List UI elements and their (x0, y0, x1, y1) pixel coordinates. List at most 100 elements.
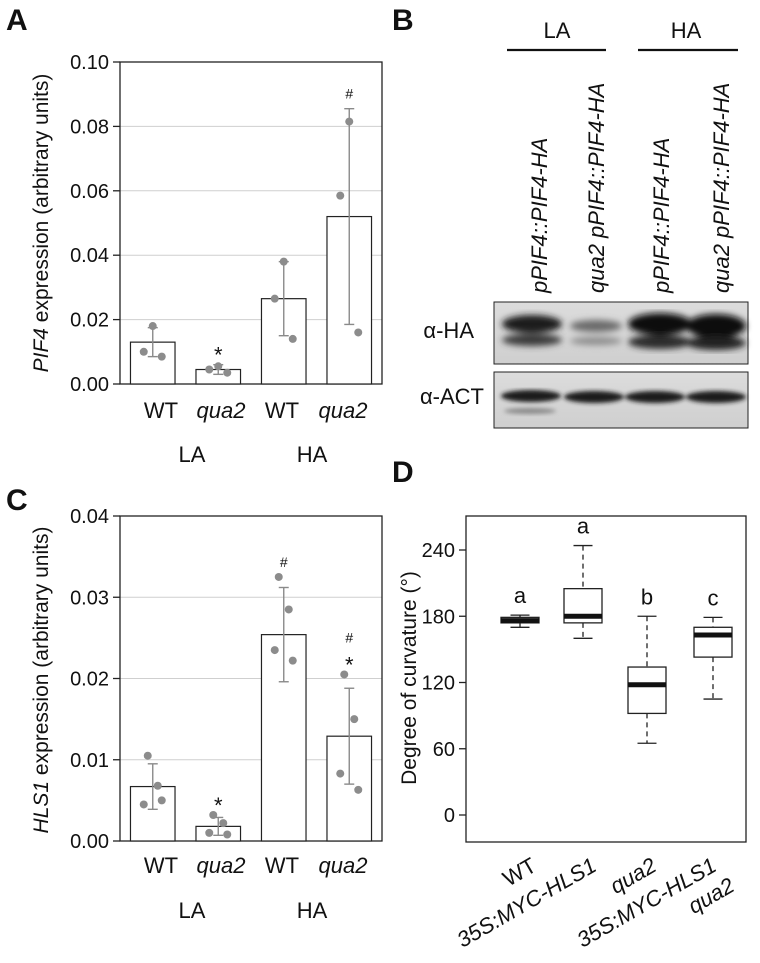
panel-c-data-point-1-3 (139, 800, 148, 809)
panel-d-group-letter-4: c (708, 585, 719, 610)
panel-d-y-tick-label: 120 (422, 673, 455, 695)
panel-a-y-tick-label: 0.06 (70, 181, 109, 203)
panel-a-data-point-2-1 (214, 362, 223, 371)
panel-c-data-point-2-1 (209, 811, 218, 819)
band-ha-lane-1-upper (502, 315, 562, 333)
panel-c-significance-star-4: * (345, 652, 354, 677)
panel-c-data-point-3-2 (284, 605, 293, 614)
panel-b-lane-1-label: pPIF4::PIF4-HA (527, 138, 552, 294)
panel-c-significance-star-2: * (214, 793, 223, 818)
panel-c-y-axis-units: expression (arbitrary units) (30, 527, 53, 781)
panel-a-plot-frame (119, 61, 383, 385)
panel-c-category-2: qua2 (197, 853, 246, 878)
panel-b-blot-act-bands (501, 390, 746, 414)
panel-b-group-la: LA (544, 18, 571, 43)
panel-c-marks: * # * # (129, 554, 373, 842)
panel-a-data-point-1-1 (148, 322, 157, 331)
panel-a-data-point-3-3 (288, 334, 297, 343)
panel-d-group-letter-1: a (514, 583, 527, 608)
band-act-lane-2 (564, 391, 624, 403)
panel-c-category-3: WT (265, 853, 299, 878)
panel-c-y-tick-label: 0.00 (70, 831, 109, 853)
panel-c-group-ha: HA (297, 898, 328, 923)
panel-c-y-ticks: 0.00 0.01 0.02 0.03 0.04 (70, 506, 120, 853)
panel-d-plot-frame (465, 515, 747, 843)
panel-a-data-point-4-3 (354, 328, 363, 337)
panel-b-lane-3-label: pPIF4::PIF4-HA (649, 138, 674, 294)
panel-c-category-1: WT (144, 853, 178, 878)
panel-b-lane-4-construct: pPIF4::PIF4-HA (709, 83, 734, 239)
panel-c-data-point-3-4 (288, 656, 297, 665)
panel-c-data-point-4-2 (350, 715, 359, 724)
panel-b: B LA HA pPIF4::PIF4-HA qua2 pPIF4::PIF4-… (392, 4, 749, 429)
panel-d-marks: a a b c (500, 514, 733, 744)
panel-d-y-axis-label: Degree of curvature (°) (398, 571, 421, 785)
panel-a: A 0.000.020.040.060.080.10 *# PIF4 expre… (6, 4, 383, 467)
panel-a-y-tick-label: 0.04 (70, 245, 109, 267)
panel-a-data-point-2-3 (223, 368, 232, 377)
band-ha-lane-1-lower (502, 334, 562, 346)
panel-a-significance-star-2: * (214, 343, 223, 368)
band-act-lane-3 (625, 391, 685, 403)
panel-a-y-axis-label: PIF4 expression (arbitrary units) (30, 74, 53, 373)
panel-a-data-point-3-1 (279, 257, 288, 266)
panel-c: C 0.00 0.01 0.02 0.03 0.04 * # * # HLS1 express… (6, 484, 383, 923)
panel-c-data-point-2-2 (219, 819, 228, 828)
band-act-lane-1 (501, 390, 561, 402)
panel-letter-a: A (6, 4, 28, 37)
panel-c-gridlines (120, 596, 382, 761)
panel-b-blot-ha (493, 301, 749, 365)
band-ha-lane-3-lower (628, 335, 692, 349)
panel-d-group-letter-3: b (641, 584, 653, 609)
panel-b-lane-2-label: qua2 pPIF4::PIF4-HA (584, 83, 609, 293)
panel-c-category-4: qua2 (319, 853, 368, 878)
panel-a-marks: *# (129, 86, 373, 385)
panel-a-group-ha: HA (297, 442, 328, 467)
panel-b-blot-act-label: α-ACT (420, 384, 484, 409)
band-ha-lane-3-upper (628, 313, 692, 335)
panel-c-y-tick-label: 0.01 (70, 750, 109, 772)
panel-d-y-tick-label: 180 (422, 606, 455, 628)
panel-d-y-tick-label: 0 (444, 805, 455, 827)
band-act-lane-4 (686, 391, 746, 403)
panel-d-box-4 (693, 626, 733, 658)
panel-a-category-2: qua2 (197, 398, 246, 423)
panel-c-data-point-4-3 (336, 769, 345, 778)
panel-a-data-point-3-2 (270, 294, 279, 303)
panel-b-lane-2-mutant: qua2 (584, 238, 609, 293)
band-ha-lane-2-upper (570, 320, 622, 332)
panel-a-y-axis-units: expression (arbitrary units) (30, 74, 53, 328)
panel-a-data-point-4-2 (336, 191, 345, 200)
panel-c-data-point-2-4 (223, 830, 232, 839)
panel-c-data-point-1-1 (143, 751, 152, 760)
panel-c-data-point-2-3 (205, 828, 214, 837)
panel-letter-d: D (392, 456, 414, 489)
panel-c-data-point-3-3 (270, 646, 279, 655)
panel-a-y-tick-label: 0.10 (70, 52, 109, 74)
panel-c-data-point-1-4 (157, 796, 166, 805)
panel-c-y-tick-label: 0.03 (70, 587, 109, 609)
panel-a-data-point-1-3 (157, 352, 166, 361)
panel-d-box-3 (627, 666, 667, 715)
panel-c-y-tick-label: 0.02 (70, 669, 109, 691)
panel-a-data-point-1-2 (139, 347, 148, 356)
panel-c-data-point-4-4 (354, 785, 363, 794)
panel-d-y-tick-label: 60 (433, 739, 455, 761)
panel-letter-c: C (6, 484, 28, 517)
panel-d-y-tick-label: 240 (422, 540, 455, 562)
band-ha-lane-4-upper (686, 314, 746, 338)
panel-d-y-ticks: 0 60 120 180 240 (422, 540, 466, 827)
panel-a-significance-hash-4: # (345, 86, 353, 102)
panel-b-lane-4-label: qua2 pPIF4::PIF4-HA (709, 83, 734, 293)
panel-a-category-1: WT (144, 398, 178, 423)
panel-b-blot-ha-bands (502, 313, 746, 350)
panel-b-blot-ha-label: α-HA (423, 318, 474, 343)
panel-a-data-point-2-2 (205, 365, 214, 374)
panel-letter-b: B (392, 4, 414, 37)
band-ha-lane-4-lower (686, 336, 746, 350)
panel-a-y-tick-label: 0.02 (70, 310, 109, 332)
band-act-lane-1-faint (504, 408, 556, 414)
panel-a-y-tick-label: 0.00 (70, 374, 109, 396)
panel-a-data-point-4-1 (345, 117, 354, 126)
